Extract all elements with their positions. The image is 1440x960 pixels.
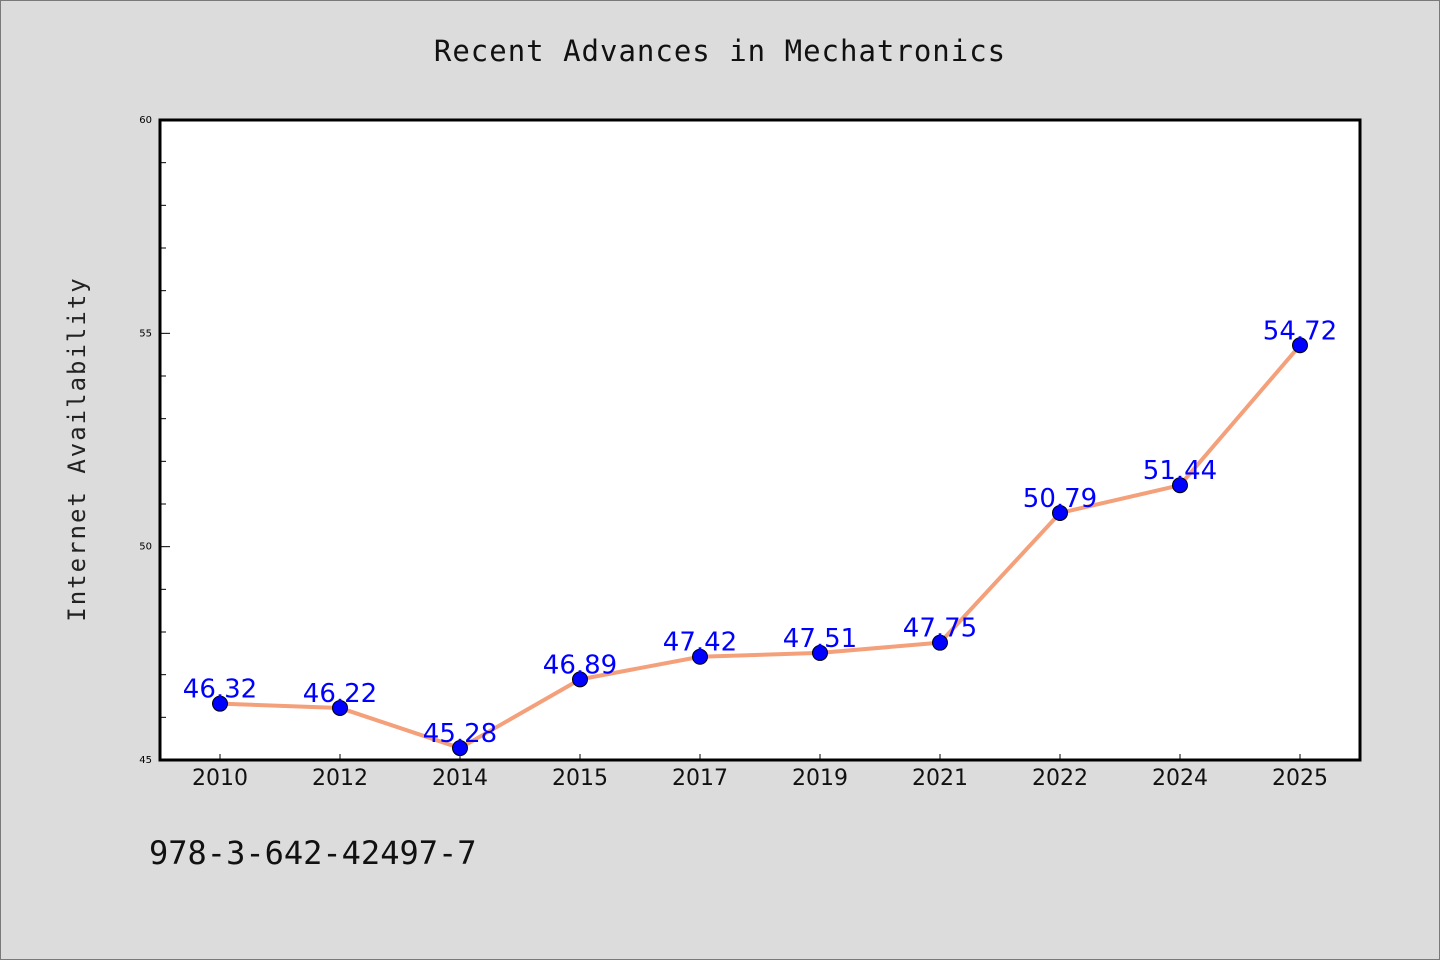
data-point bbox=[1292, 337, 1308, 354]
y-tick-label: 45 bbox=[139, 755, 152, 766]
x-tick-label: 2025 bbox=[1272, 766, 1328, 791]
data-label: 47.75 bbox=[903, 614, 977, 644]
y-tick-label: 60 bbox=[139, 115, 152, 126]
data-label: 47.42 bbox=[663, 628, 737, 658]
data-label: 47.51 bbox=[783, 624, 857, 654]
data-point bbox=[212, 695, 228, 712]
x-tick-label: 2019 bbox=[792, 766, 848, 791]
isbn-text: 978-3-642-42497-7 bbox=[149, 834, 477, 872]
data-label: 54.72 bbox=[1263, 316, 1337, 346]
y-tick-label: 50 bbox=[139, 542, 152, 553]
data-label: 46.32 bbox=[183, 675, 257, 705]
x-tick-label: 2014 bbox=[432, 766, 488, 791]
data-label: 50.79 bbox=[1023, 484, 1097, 514]
data-label: 46.89 bbox=[543, 650, 617, 680]
series-line bbox=[219, 343, 1302, 751]
data-point bbox=[452, 740, 468, 757]
data-point bbox=[812, 644, 828, 661]
data-point bbox=[692, 648, 708, 665]
data-point bbox=[1052, 504, 1068, 521]
x-tick-label: 2021 bbox=[912, 766, 968, 791]
plot-area bbox=[158, 118, 1362, 762]
data-label: 46.22 bbox=[303, 679, 377, 709]
x-tick-label: 2022 bbox=[1032, 766, 1088, 791]
x-tick-label: 2024 bbox=[1152, 766, 1208, 791]
x-tick-label: 2017 bbox=[672, 766, 728, 791]
x-tick-label: 2015 bbox=[552, 766, 608, 791]
data-label: 45.28 bbox=[423, 719, 497, 749]
x-tick-label: 2012 bbox=[312, 766, 368, 791]
data-point bbox=[572, 671, 588, 688]
data-point bbox=[932, 634, 948, 651]
data-point bbox=[332, 699, 348, 716]
data-label: 51.44 bbox=[1143, 456, 1217, 486]
chart-title: Recent Advances in Mechatronics bbox=[433, 34, 1007, 68]
data-point bbox=[1172, 477, 1188, 494]
x-tick-label: 2010 bbox=[192, 766, 248, 791]
y-tick-label: 55 bbox=[139, 328, 152, 339]
